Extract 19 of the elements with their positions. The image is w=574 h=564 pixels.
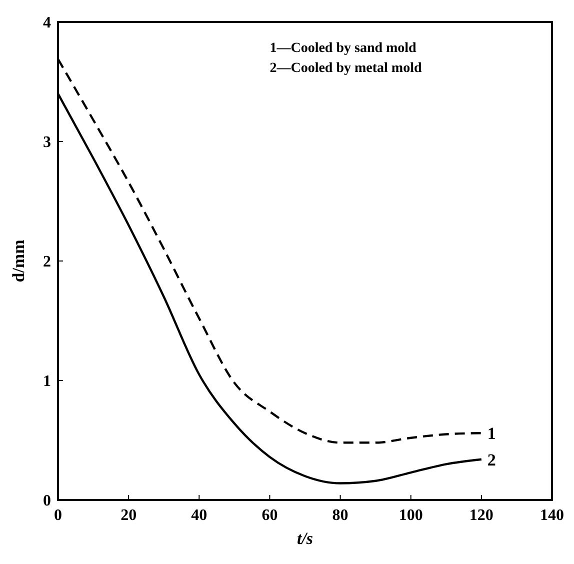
y-tick-label: 1 <box>43 373 51 390</box>
x-tick-label: 140 <box>540 507 564 524</box>
x-tick-label: 80 <box>332 507 348 524</box>
y-axis-title: d/mm <box>9 240 28 282</box>
series-label: 1 <box>487 424 496 444</box>
annotation: 1—Cooled by sand mold <box>270 41 417 56</box>
y-tick-label: 3 <box>43 134 51 152</box>
x-tick-label: 120 <box>469 507 494 524</box>
series-label: 2 <box>487 450 496 470</box>
x-tick-label: 20 <box>120 507 137 524</box>
x-axis-title: t/s <box>296 529 314 548</box>
x-tick-label: 40 <box>191 507 208 524</box>
x-tick-label: 0 <box>54 507 62 524</box>
y-tick-label: 2 <box>43 254 51 271</box>
y-tick-label: 0 <box>43 492 51 510</box>
x-tick-label: 100 <box>398 507 423 524</box>
x-tick-label: 60 <box>262 507 278 524</box>
y-tick-label: 4 <box>43 14 51 32</box>
annotation: 2—Cooled by metal mold <box>270 61 422 76</box>
